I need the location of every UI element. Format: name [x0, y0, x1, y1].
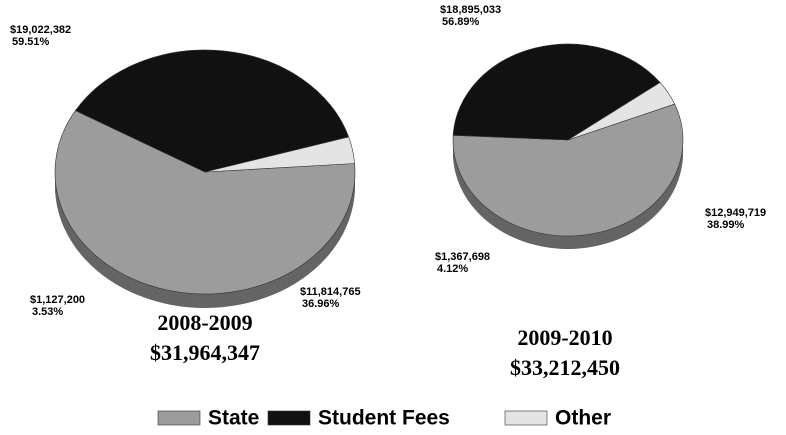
value-label: $1,127,200 — [30, 294, 85, 306]
legend-label: Other — [555, 407, 611, 430]
legend-swatch — [504, 410, 548, 426]
chart-subtitle: $33,212,450 — [510, 355, 620, 380]
legend-swatch — [267, 410, 311, 426]
value-label: $12,949,719 — [705, 207, 766, 219]
legend-swatch — [157, 410, 201, 426]
chart-title: 2008-2009 — [157, 310, 252, 335]
slice — [204, 136, 355, 173]
legend-label: State — [208, 407, 259, 430]
slice — [452, 103, 684, 237]
chart-subtitle: $31,964,347 — [150, 340, 260, 365]
percent-label: 56.89% — [442, 16, 480, 28]
percent-label: 3.53% — [32, 306, 63, 318]
percent-label: 36.96% — [302, 298, 340, 310]
value-label: $1,367,698 — [435, 251, 490, 263]
slice — [54, 110, 356, 295]
value-label: $18,895,033 — [440, 4, 501, 16]
slice — [74, 49, 350, 173]
percent-label: 4.12% — [437, 263, 468, 275]
value-label: $19,022,382 — [10, 24, 71, 36]
value-label: $11,814,765 — [300, 286, 361, 298]
percent-label: 59.51% — [12, 36, 50, 48]
slice — [567, 82, 676, 141]
slice — [452, 43, 661, 141]
legend-label: Student Fees — [318, 407, 450, 430]
chart-title: 2009-2010 — [517, 325, 612, 350]
percent-label: 38.99% — [707, 219, 745, 231]
